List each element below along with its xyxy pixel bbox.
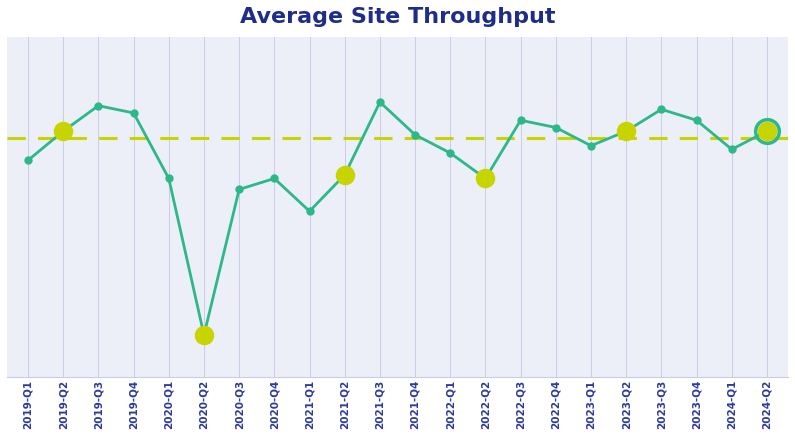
Title: Average Site Throughput: Average Site Throughput xyxy=(240,7,555,27)
